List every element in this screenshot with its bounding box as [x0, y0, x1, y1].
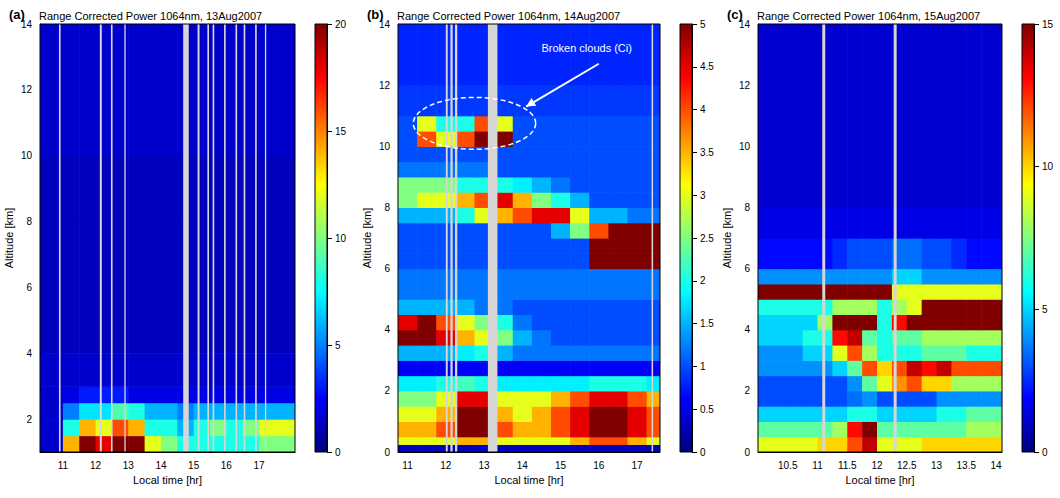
svg-text:14: 14 — [517, 460, 529, 471]
svg-text:14: 14 — [990, 460, 1002, 471]
svg-text:13: 13 — [123, 460, 135, 471]
svg-text:2: 2 — [384, 385, 390, 396]
svg-text:0: 0 — [744, 447, 750, 458]
svg-text:Local time [hr]: Local time [hr] — [494, 474, 563, 486]
svg-text:5: 5 — [1042, 304, 1048, 315]
svg-text:Local time [hr]: Local time [hr] — [845, 474, 914, 486]
svg-text:2: 2 — [700, 275, 706, 286]
svg-text:0: 0 — [335, 447, 341, 458]
svg-text:5: 5 — [335, 340, 341, 351]
svg-text:12: 12 — [379, 80, 391, 91]
svg-text:3: 3 — [700, 190, 706, 201]
svg-text:6: 6 — [26, 282, 32, 293]
svg-text:13: 13 — [931, 460, 943, 471]
svg-text:12: 12 — [90, 460, 102, 471]
svg-text:Altitude [km]: Altitude [km] — [3, 208, 15, 269]
svg-text:Altitude [km]: Altitude [km] — [361, 208, 373, 269]
svg-text:(c): (c) — [727, 7, 743, 22]
svg-text:13.5: 13.5 — [957, 460, 977, 471]
svg-text:20: 20 — [335, 19, 347, 30]
svg-text:2.5: 2.5 — [700, 233, 714, 244]
svg-text:5: 5 — [700, 19, 706, 30]
svg-text:17: 17 — [253, 460, 265, 471]
svg-text:10: 10 — [1042, 161, 1054, 172]
svg-text:12: 12 — [871, 460, 883, 471]
svg-text:4: 4 — [744, 324, 750, 335]
svg-text:11: 11 — [402, 460, 413, 471]
svg-text:12: 12 — [21, 84, 33, 95]
svg-text:15: 15 — [1042, 19, 1054, 30]
svg-text:15: 15 — [555, 460, 567, 471]
svg-text:1: 1 — [700, 361, 706, 372]
svg-text:10.5: 10.5 — [778, 460, 798, 471]
svg-text:12.5: 12.5 — [897, 460, 917, 471]
svg-text:6: 6 — [744, 263, 750, 274]
svg-text:2: 2 — [744, 385, 750, 396]
svg-text:0: 0 — [1042, 447, 1048, 458]
svg-text:0.5: 0.5 — [700, 404, 714, 415]
svg-text:4: 4 — [26, 348, 32, 359]
svg-text:11: 11 — [58, 460, 69, 471]
svg-text:(a): (a) — [9, 7, 25, 22]
svg-text:12: 12 — [440, 460, 452, 471]
svg-text:12: 12 — [739, 80, 751, 91]
svg-text:3.5: 3.5 — [700, 147, 714, 158]
svg-text:8: 8 — [26, 216, 32, 227]
svg-text:14: 14 — [20, 18, 32, 30]
svg-text:0: 0 — [384, 447, 390, 458]
svg-text:1.5: 1.5 — [700, 318, 714, 329]
svg-text:13: 13 — [478, 460, 490, 471]
svg-text:Range Corrected Power 1064nm,: Range Corrected Power 1064nm, 13Aug2007 — [39, 10, 262, 22]
svg-text:15: 15 — [335, 126, 347, 137]
svg-text:8: 8 — [744, 202, 750, 213]
svg-text:Range Corrected Power 1064nm,: Range Corrected Power 1064nm, 14Aug2007 — [397, 10, 620, 22]
svg-text:11: 11 — [812, 460, 823, 471]
svg-text:10: 10 — [379, 141, 391, 152]
svg-text:Broken clouds (Ci): Broken clouds (Ci) — [541, 42, 631, 54]
svg-text:10: 10 — [335, 233, 347, 244]
svg-text:Altitude [km]: Altitude [km] — [721, 208, 733, 269]
svg-text:(b): (b) — [367, 7, 384, 22]
svg-text:14: 14 — [738, 18, 750, 30]
svg-text:14: 14 — [155, 460, 167, 471]
svg-text:Range Corrected Power 1064nm,: Range Corrected Power 1064nm, 15Aug2007 — [757, 10, 980, 22]
svg-text:16: 16 — [221, 460, 233, 471]
svg-text:Local time [hr]: Local time [hr] — [133, 474, 202, 486]
svg-text:10: 10 — [739, 141, 751, 152]
svg-text:16: 16 — [593, 460, 605, 471]
svg-text:8: 8 — [384, 202, 390, 213]
svg-text:0: 0 — [700, 447, 706, 458]
svg-text:11.5: 11.5 — [838, 460, 857, 471]
svg-text:14: 14 — [378, 18, 390, 30]
svg-text:17: 17 — [631, 460, 643, 471]
svg-text:15: 15 — [188, 460, 200, 471]
svg-text:6: 6 — [384, 263, 390, 274]
svg-text:2: 2 — [26, 414, 32, 425]
svg-text:4: 4 — [700, 104, 706, 115]
svg-text:10: 10 — [21, 150, 33, 161]
svg-text:4.5: 4.5 — [700, 61, 714, 72]
svg-text:4: 4 — [384, 324, 390, 335]
